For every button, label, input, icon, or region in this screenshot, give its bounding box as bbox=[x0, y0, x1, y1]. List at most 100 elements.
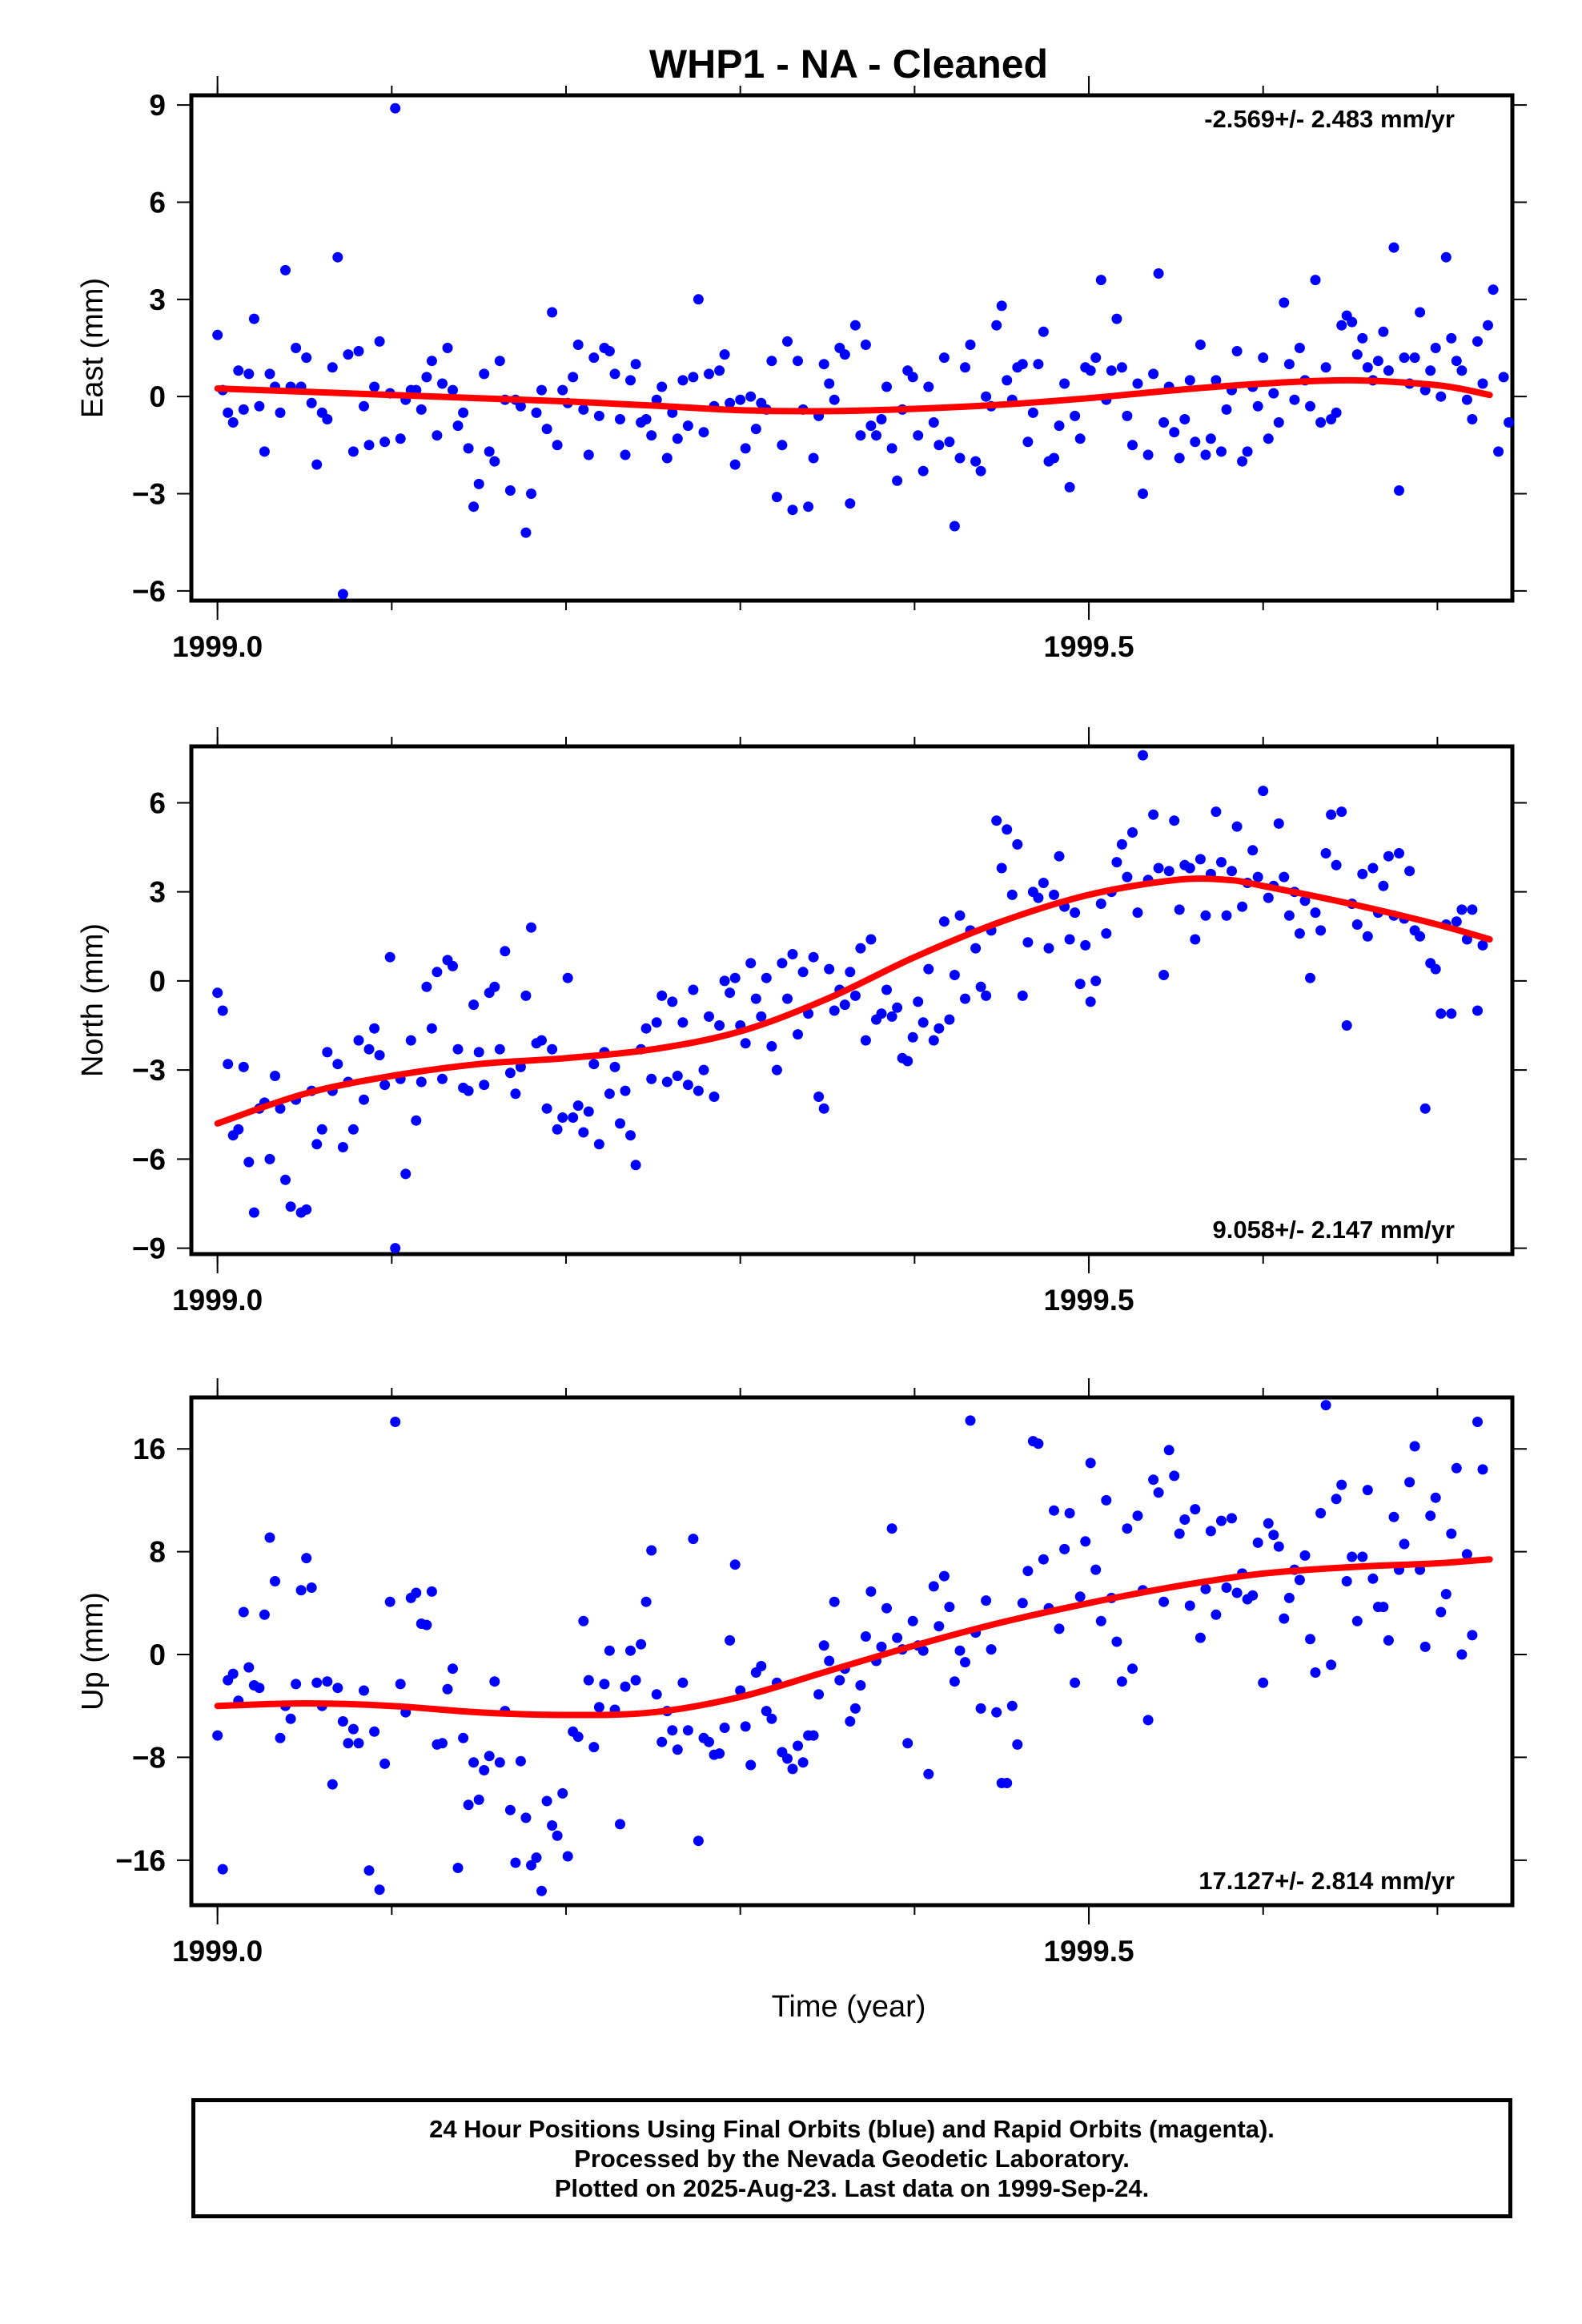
east-data-point bbox=[1200, 449, 1211, 460]
up-data-point bbox=[860, 1631, 871, 1642]
north-data-point bbox=[536, 1035, 547, 1046]
up-data-point bbox=[1205, 1526, 1216, 1537]
east-data-point bbox=[489, 456, 500, 467]
east-data-point bbox=[1074, 433, 1086, 444]
north-data-point bbox=[849, 990, 861, 1001]
east-data-point bbox=[494, 356, 505, 367]
up-frame bbox=[189, 1395, 1515, 1908]
north-data-point bbox=[1043, 943, 1054, 954]
up-data-point bbox=[363, 1865, 375, 1876]
east-data-point bbox=[1451, 356, 1462, 367]
north-data-point bbox=[322, 1047, 333, 1058]
up-data-point bbox=[960, 1657, 970, 1668]
up-data-point bbox=[442, 1683, 453, 1695]
east-data-point bbox=[473, 478, 484, 489]
east-data-point bbox=[604, 346, 615, 356]
north-data-point bbox=[981, 990, 992, 1001]
north-data-point bbox=[1017, 990, 1028, 1001]
up-data-point bbox=[620, 1681, 631, 1692]
north-data-point bbox=[1184, 862, 1195, 874]
north-xtick-label: 1999.5 bbox=[1043, 1284, 1134, 1317]
east-data-point bbox=[1409, 352, 1420, 364]
east-data-point bbox=[1483, 320, 1493, 331]
east-frame bbox=[189, 93, 1515, 603]
east-data-point bbox=[1488, 284, 1499, 296]
north-data-point bbox=[568, 1112, 579, 1123]
east-data-point bbox=[651, 394, 662, 405]
north-data-point bbox=[1357, 868, 1368, 879]
up-data-point bbox=[845, 1716, 856, 1727]
east-data-point bbox=[845, 498, 856, 509]
east-data-point bbox=[515, 400, 526, 412]
east-data-point bbox=[1372, 356, 1383, 367]
east-data-point bbox=[949, 521, 960, 532]
up-ytick-label: 8 bbox=[149, 1536, 166, 1569]
east-data-point bbox=[1357, 332, 1368, 344]
up-data-point bbox=[238, 1606, 249, 1618]
east-data-point bbox=[442, 343, 453, 353]
north-data-point bbox=[656, 990, 668, 1001]
east-data-point bbox=[1064, 481, 1075, 493]
up-data-point bbox=[704, 1736, 714, 1747]
up-data-point bbox=[275, 1732, 286, 1743]
north-data-point bbox=[1362, 931, 1373, 942]
up-data-point bbox=[1006, 1700, 1018, 1711]
up-data-point bbox=[1367, 1573, 1379, 1584]
north-data-point bbox=[777, 958, 788, 969]
up-data-point bbox=[1419, 1641, 1431, 1652]
east-data-point bbox=[928, 417, 939, 428]
north-data-point bbox=[907, 1031, 918, 1043]
north-y-axis-label: North (mm) bbox=[76, 923, 110, 1077]
north-data-point bbox=[1138, 750, 1148, 761]
up-data-point bbox=[1127, 1663, 1138, 1675]
up-data-point bbox=[714, 1748, 725, 1759]
up-data-point bbox=[217, 1864, 228, 1875]
north-data-point bbox=[923, 963, 934, 975]
north-data-point bbox=[1472, 1005, 1483, 1016]
east-data-point bbox=[1351, 349, 1363, 360]
up-data-point bbox=[295, 1585, 307, 1596]
east-data-point bbox=[1498, 372, 1509, 383]
east-data-point bbox=[1211, 375, 1222, 386]
up-data-point bbox=[588, 1742, 600, 1753]
up-data-point bbox=[1446, 1528, 1457, 1539]
up-data-point bbox=[740, 1721, 751, 1732]
north-data-point bbox=[1148, 809, 1159, 820]
up-data-point bbox=[448, 1663, 458, 1675]
up-data-point bbox=[343, 1738, 354, 1749]
east-xtick-label: 1999.0 bbox=[172, 630, 263, 663]
north-data-point bbox=[1273, 818, 1284, 829]
up-fit-line bbox=[214, 1556, 1493, 1719]
north-data-point bbox=[369, 1023, 380, 1034]
north-data-point bbox=[1033, 892, 1044, 903]
east-data-point bbox=[275, 407, 286, 418]
up-data-point bbox=[489, 1676, 500, 1687]
up-data-point bbox=[547, 1820, 558, 1831]
east-data-point bbox=[1142, 449, 1154, 460]
up-data-point bbox=[1409, 1441, 1420, 1452]
up-data-point bbox=[761, 1706, 772, 1717]
east-data-point bbox=[322, 414, 333, 424]
east-data-point bbox=[572, 340, 584, 350]
north-data-point bbox=[1064, 934, 1075, 945]
north-data-point bbox=[1006, 889, 1018, 900]
east-data-point bbox=[536, 384, 547, 396]
east-data-point bbox=[1383, 365, 1394, 376]
up-data-point bbox=[1017, 1598, 1028, 1609]
east-data-point bbox=[725, 397, 736, 408]
east-data-point bbox=[1116, 362, 1127, 373]
up-data-point bbox=[1477, 1464, 1488, 1475]
up-data-point bbox=[1054, 1623, 1065, 1634]
up-data-point bbox=[599, 1679, 610, 1690]
east-data-point bbox=[1425, 365, 1436, 376]
north-panel: 1999.0 1999.5 −9 −6 −3 0 3 6 North (mm) 9.058+/- … bbox=[76, 727, 1527, 1317]
up-data-point bbox=[604, 1645, 615, 1656]
up-data-point bbox=[719, 1723, 730, 1733]
north-data-point bbox=[557, 1112, 568, 1123]
up-data-point bbox=[1341, 1576, 1352, 1586]
up-data-point bbox=[813, 1689, 825, 1700]
north-data-point bbox=[1132, 907, 1143, 919]
up-data-point bbox=[311, 1677, 323, 1688]
east-data-point bbox=[531, 407, 542, 418]
up-data-point bbox=[1022, 1566, 1034, 1577]
